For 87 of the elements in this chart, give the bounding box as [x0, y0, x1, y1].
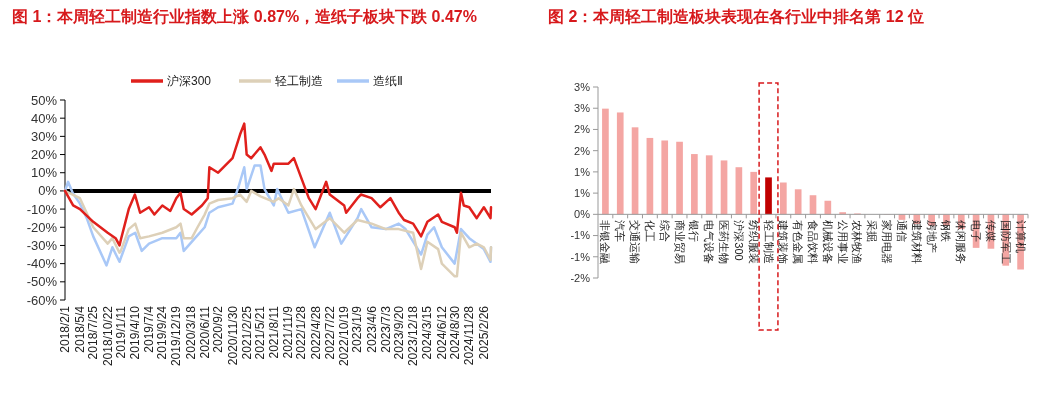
y-tick-label: -2% — [570, 271, 591, 284]
x-tick-label: 2020/9/2 — [211, 305, 226, 353]
x-tick-label: 2023/9/20 — [391, 305, 406, 360]
y-tick-label: 1% — [574, 165, 591, 178]
x-tick-label: 2024/3/15 — [420, 305, 435, 360]
x-tick-label: 2024/11/28 — [462, 305, 477, 366]
y-tick-label: -20% — [26, 219, 58, 235]
x-tick-label: 2020/6/11 — [197, 305, 212, 359]
x-tick-label: 化工 — [643, 220, 656, 243]
y-tick-label: 20% — [30, 147, 58, 163]
x-tick-label: 建筑装饰 — [777, 219, 790, 265]
x-tick-label: 传媒 — [984, 220, 997, 243]
y-tick-label: 0% — [38, 183, 58, 199]
x-tick-label: 沪深300 — [732, 220, 745, 261]
y-tick-label: -60% — [26, 292, 58, 308]
y-tick-label: 3% — [574, 80, 591, 93]
x-tick-label: 2019/4/10 — [128, 305, 143, 360]
y-tick-label: 50% — [30, 92, 58, 108]
x-tick-label: 休闲服务 — [955, 220, 968, 265]
x-tick-label: 有色金属 — [792, 220, 805, 265]
x-tick-label: 2024/6/12 — [434, 305, 449, 360]
y-tick-label: -1% — [570, 250, 591, 263]
x-tick-label: 2022/7/22 — [322, 305, 337, 360]
x-tick-label: 2021/5/21 — [253, 305, 268, 360]
x-tick-label: 电子 — [970, 220, 983, 243]
y-tick-label: -50% — [26, 274, 58, 290]
x-tick-label: 食品饮料 — [807, 220, 819, 265]
x-tick-label: 交通运输 — [629, 220, 642, 265]
x-tick-label: 2021/11/9 — [281, 305, 296, 359]
y-tick-label: 40% — [30, 110, 58, 126]
y-tick-label: 3% — [574, 102, 591, 115]
y-tick-label: 10% — [30, 165, 58, 181]
x-tick-label: 钢铁 — [940, 219, 953, 243]
y-tick-label: -10% — [26, 201, 58, 217]
x-tick-label: 计算机 — [1014, 220, 1027, 254]
y-tick-label: -30% — [26, 238, 58, 253]
x-tick-label: 2023/1/9 — [350, 305, 365, 353]
chart-title: 图 1：本周轻工制造行业指数上涨 0.87%，造纸子板块下跌 0.47% — [12, 8, 477, 25]
x-tick-label: 2022/1/28 — [294, 305, 309, 360]
x-tick-label: 2024/8/30 — [447, 305, 462, 360]
x-tick-label: 采掘 — [866, 220, 879, 243]
x-tick-label: 2019/1/11 — [113, 305, 128, 359]
x-tick-label: 机械设备 — [821, 220, 834, 265]
x-tick-label: 2023/12/18 — [406, 305, 421, 367]
x-tick-label: 2019/7/4 — [142, 305, 157, 353]
x-tick-label: 2022/4/28 — [308, 305, 323, 360]
x-tick-label: 农林牧渔 — [851, 220, 864, 265]
x-tick-label: 银行 — [688, 219, 701, 243]
chart-title: 图 2：本周轻工制造板块表现在各行业中排名第 12 位 — [548, 8, 925, 25]
x-tick-label: 房地产 — [925, 220, 938, 254]
x-tick-label: 2020/3/18 — [183, 305, 198, 360]
x-tick-label: 2025/2/26 — [476, 305, 491, 360]
x-tick-label: 电气设备 — [703, 220, 716, 265]
legend-label: 轻工制造 — [275, 74, 323, 89]
x-tick-label: 2019/9/24 — [155, 305, 170, 360]
x-tick-label: 轻工制造 — [762, 220, 775, 265]
x-tick-label: 2022/10/19 — [337, 305, 352, 367]
legend-label: 沪深300 — [167, 74, 212, 89]
x-tick-label: 医药生物 — [718, 220, 731, 265]
x-tick-label: 商业贸易 — [673, 220, 686, 265]
y-tick-label: 2% — [574, 123, 591, 136]
y-tick-label: -1% — [570, 229, 591, 242]
y-tick-label: 0% — [574, 208, 591, 221]
x-tick-label: 建筑材料 — [910, 219, 923, 265]
x-tick-label: 2019/12/19 — [169, 305, 184, 367]
x-tick-label: 2018/7/25 — [86, 305, 101, 360]
y-tick-label: 2% — [574, 144, 591, 157]
x-tick-label: 2018/2/1 — [58, 305, 72, 353]
x-tick-label: 2020/11/30 — [225, 305, 240, 366]
x-tick-label: 2021/2/25 — [239, 305, 254, 360]
x-tick-label: 2023/7/3 — [378, 305, 393, 353]
x-tick-label: 公用事业 — [836, 220, 849, 265]
x-tick-label: 2018/10/22 — [100, 305, 115, 367]
x-tick-label: 纺织服装 — [747, 220, 760, 265]
x-tick-label: 2018/5/4 — [72, 305, 87, 353]
x-tick-label: 家用电器 — [881, 220, 894, 265]
y-tick-label: 1% — [574, 186, 591, 199]
x-tick-label: 汽车 — [614, 220, 627, 243]
x-tick-label: 综合 — [658, 220, 671, 243]
x-tick-label: 2023/4/6 — [364, 305, 379, 353]
x-tick-label: 国防军工 — [999, 220, 1012, 265]
x-tick-label: 通信 — [895, 220, 908, 243]
x-tick-label: 非银金融 — [599, 220, 612, 265]
y-tick-label: -40% — [26, 256, 58, 272]
y-tick-label: 30% — [30, 128, 58, 144]
x-tick-label: 2021/8/11 — [266, 305, 281, 359]
legend-label: 造纸Ⅱ — [373, 74, 403, 89]
